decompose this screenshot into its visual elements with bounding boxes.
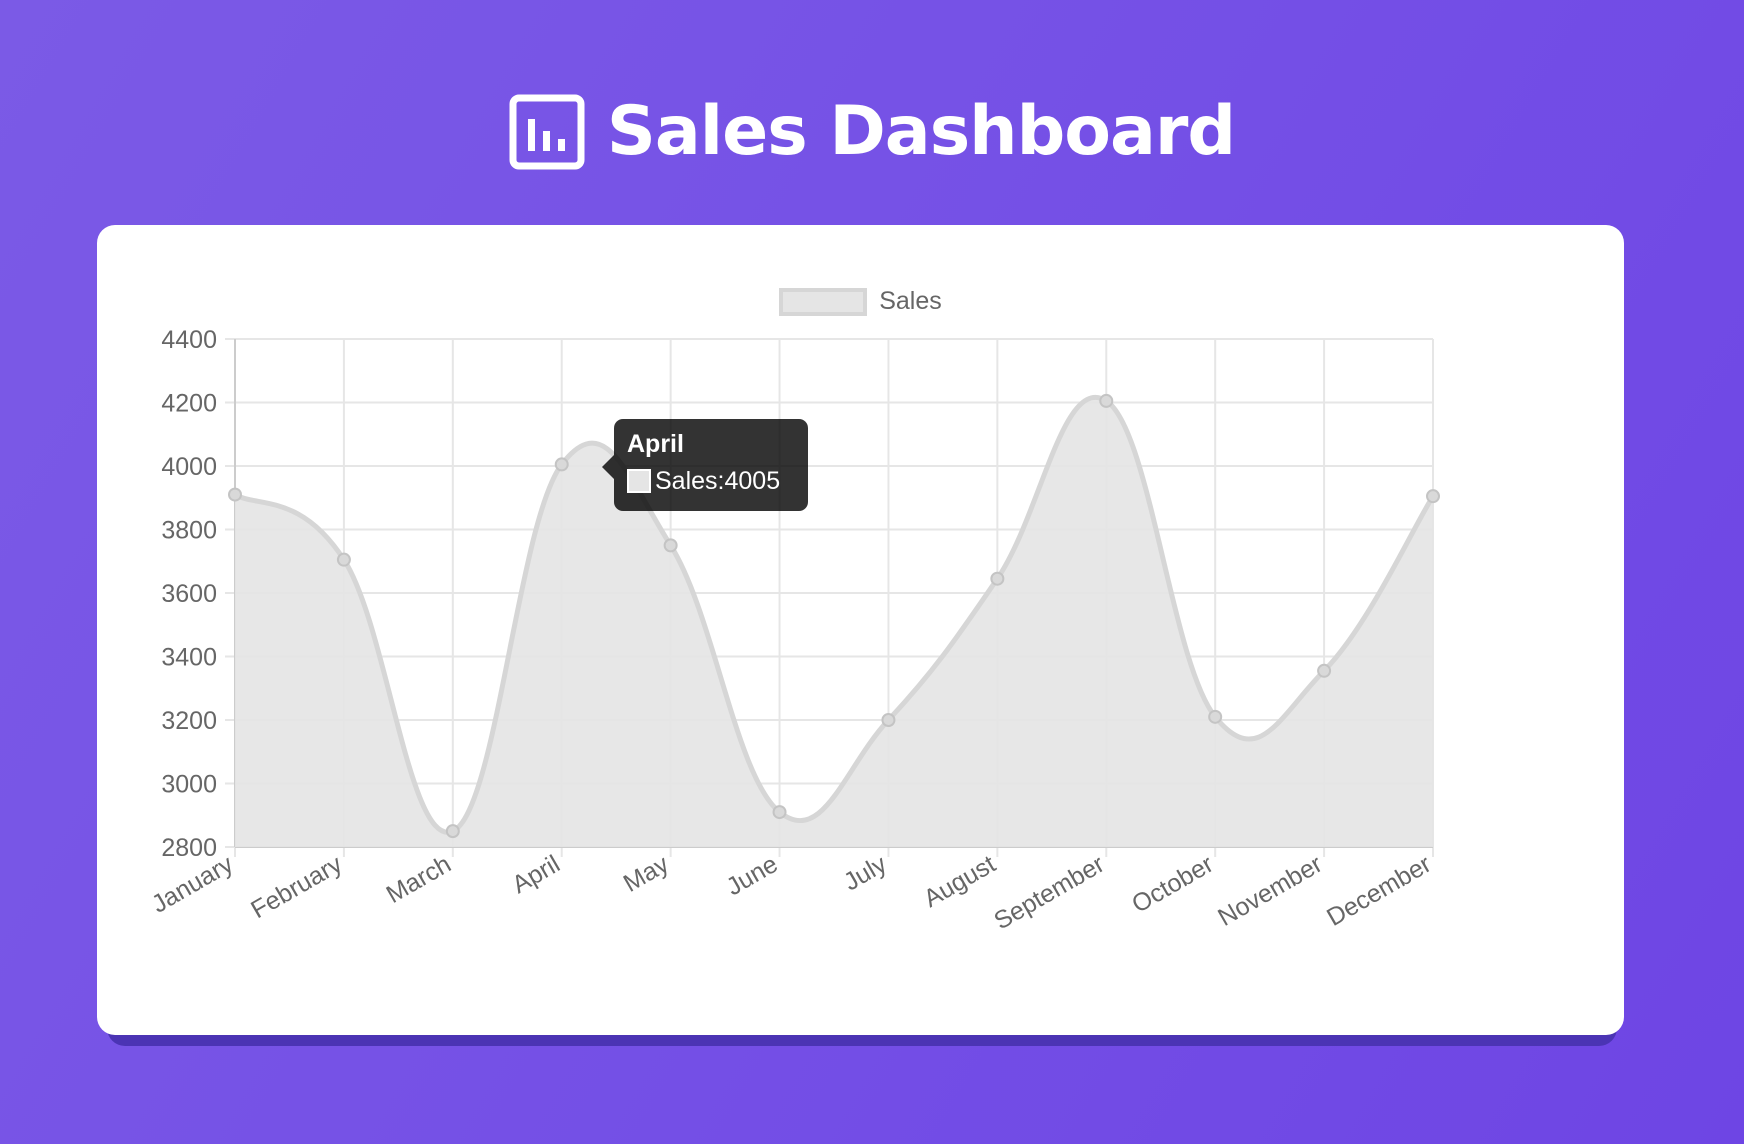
x-tick-label: April	[507, 850, 564, 899]
data-point	[990, 571, 1005, 586]
legend-swatch	[779, 287, 868, 316]
y-tick-label: 2800	[161, 834, 217, 862]
data-point	[1426, 489, 1440, 504]
x-tick-label: July	[839, 850, 892, 897]
legend[interactable]: Sales	[97, 287, 1624, 316]
y-tick-label: 4000	[161, 453, 217, 481]
y-tick-label: 3000	[161, 771, 217, 799]
y-tick-label: 4400	[161, 326, 217, 354]
point-layer	[228, 393, 1440, 839]
chart-card: Sales 4400 4200 4000 3800 3600 3400 3200 3000 28…	[97, 225, 1624, 1035]
x-tick-label: December	[1322, 850, 1436, 932]
header: Sales Dashboard	[0, 92, 1744, 172]
x-tick-label: February	[246, 850, 347, 925]
y-tick-label: 4200	[161, 390, 217, 418]
x-tick-label: November	[1213, 850, 1327, 932]
tooltip-separator: :	[717, 467, 725, 495]
x-tick-label: August	[919, 850, 1000, 913]
y-axis: 4400 4200 4000 3800 3600 3400 3200 3000 2800	[161, 326, 217, 862]
x-tick-label: October	[1127, 850, 1218, 919]
series-area-fill	[235, 397, 1433, 847]
data-point	[772, 805, 787, 820]
x-tick-label: March	[382, 850, 456, 909]
bar-chart-icon	[509, 94, 585, 170]
page-title: Sales Dashboard	[606, 92, 1236, 171]
data-point	[1208, 709, 1223, 724]
data-point	[881, 713, 896, 727]
x-tick-label: May	[619, 850, 674, 898]
data-point	[336, 552, 351, 567]
tooltip-title: April	[627, 430, 684, 458]
data-point	[663, 538, 678, 553]
data-point	[554, 457, 569, 472]
data-point	[1317, 663, 1332, 678]
tooltip-swatch	[627, 469, 651, 493]
x-axis: January February March April May June July Augu…	[147, 850, 1436, 936]
tooltip-row: Sales: 4005	[627, 466, 796, 496]
y-tick-label: 3400	[161, 644, 217, 672]
x-tick-label: September	[989, 850, 1109, 935]
tooltip-series-name: Sales	[655, 467, 718, 495]
y-tick-label: 3200	[161, 707, 217, 735]
tooltip-value: 4005	[724, 467, 781, 495]
area-layer	[233, 395, 1436, 847]
tooltip: April Sales: 4005	[602, 419, 808, 511]
data-point	[1099, 393, 1114, 408]
legend-label: Sales	[879, 287, 942, 315]
x-tick-label: June	[722, 850, 783, 901]
y-tick-label: 3800	[161, 517, 217, 545]
y-tick-label: 3600	[161, 580, 217, 608]
data-point	[228, 487, 242, 502]
data-point	[445, 824, 460, 839]
